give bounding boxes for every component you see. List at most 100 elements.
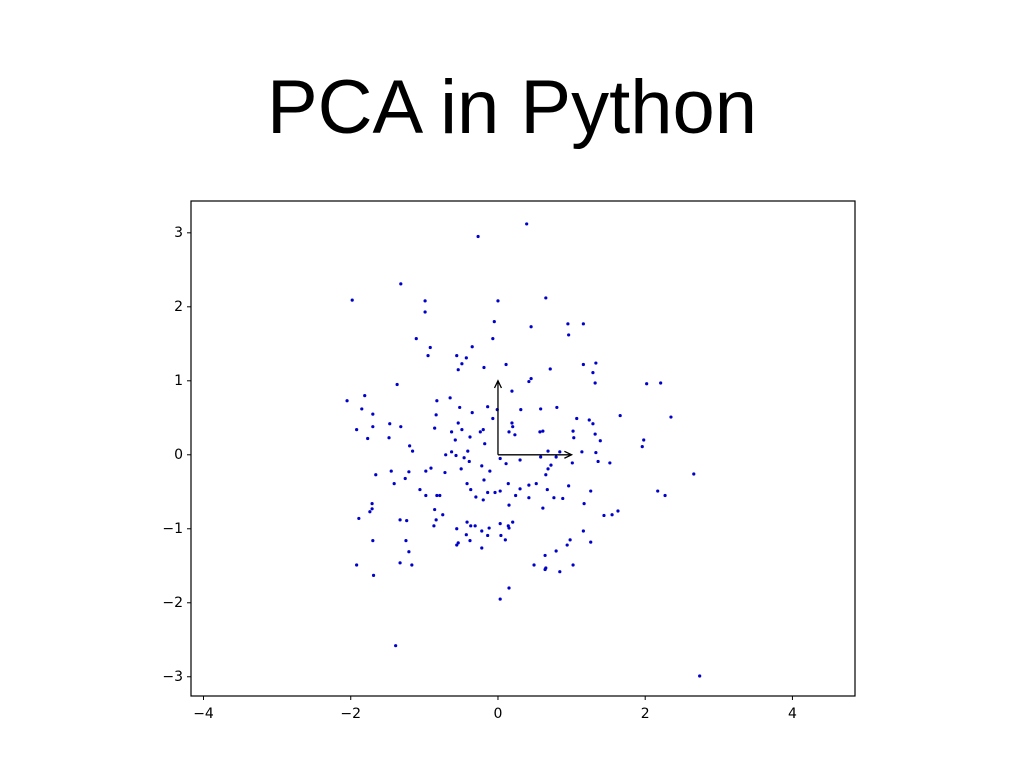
arrow-head (564, 450, 574, 459)
data-point (507, 503, 511, 507)
data-point (486, 533, 490, 538)
data-point (456, 368, 460, 372)
data-point (465, 520, 469, 524)
data-point (692, 472, 696, 476)
data-point (572, 436, 576, 440)
data-point (486, 490, 490, 495)
data-point (476, 234, 480, 239)
data-point (423, 299, 427, 303)
data-point (587, 418, 591, 422)
data-point (544, 296, 548, 300)
data-point (418, 487, 422, 492)
arrow-head (493, 379, 503, 389)
data-point (545, 487, 549, 492)
data-point (554, 549, 558, 553)
data-point (398, 518, 402, 522)
data-point (593, 432, 597, 436)
data-point (482, 365, 486, 370)
data-point (663, 493, 667, 498)
data-point (527, 483, 531, 487)
data-point (525, 222, 529, 226)
data-point (395, 382, 399, 387)
y-tick-label: 3 (174, 225, 183, 241)
data-point (467, 459, 471, 464)
data-point (581, 362, 585, 367)
data-point (596, 459, 600, 464)
data-point (594, 450, 598, 455)
data-point (487, 526, 491, 530)
data-point (407, 550, 411, 554)
plot-frame (190, 200, 856, 697)
data-point (565, 543, 569, 547)
y-tick-label: 1 (174, 373, 183, 389)
data-point (669, 415, 673, 419)
data-point (698, 674, 702, 678)
data-point (659, 381, 663, 385)
data-point (459, 467, 463, 471)
data-point (507, 526, 511, 530)
data-point (435, 399, 439, 403)
data-point (455, 354, 459, 358)
data-point (374, 473, 378, 477)
data-point (435, 493, 439, 498)
data-point (473, 524, 477, 528)
data-point (571, 429, 575, 433)
data-point (610, 513, 614, 517)
data-point (480, 546, 484, 550)
data-point (433, 426, 437, 430)
data-point (511, 520, 515, 524)
plot-area (191, 201, 855, 696)
data-point (460, 362, 464, 366)
data-point (554, 455, 558, 459)
data-point (575, 416, 579, 421)
data-point (602, 513, 606, 518)
data-point (539, 455, 543, 459)
data-point (469, 524, 473, 528)
x-tick-label: −2 (340, 706, 361, 722)
data-point (480, 529, 484, 533)
data-point (468, 539, 472, 543)
data-point (466, 449, 470, 453)
data-point (414, 337, 418, 341)
data-point (510, 421, 514, 425)
data-point (355, 428, 359, 432)
data-point (449, 430, 454, 434)
data-point (423, 310, 427, 314)
data-point (511, 425, 515, 429)
data-point (527, 496, 531, 500)
data-point (464, 356, 468, 360)
data-point (410, 449, 415, 453)
data-point (389, 469, 393, 473)
data-point (555, 405, 559, 410)
data-point (371, 573, 376, 577)
data-point (541, 429, 545, 433)
data-point (598, 439, 602, 443)
data-point (470, 345, 474, 349)
data-point (527, 379, 531, 384)
data-point (462, 456, 466, 460)
data-point (481, 498, 485, 502)
data-point (357, 516, 361, 521)
data-point (566, 322, 570, 326)
data-point (368, 510, 372, 514)
data-point (488, 469, 492, 473)
slide-title: PCA in Python (267, 65, 757, 150)
data-point (350, 298, 354, 302)
data-point (529, 376, 533, 381)
data-point (567, 484, 571, 488)
data-point (594, 361, 598, 365)
data-point (503, 538, 507, 542)
data-point (403, 476, 407, 481)
data-point (544, 473, 548, 477)
data-point (388, 422, 392, 426)
data-point (424, 469, 428, 473)
data-point (593, 381, 597, 385)
y-tick-label: 2 (174, 299, 183, 315)
data-point (618, 413, 622, 418)
data-point (468, 435, 472, 439)
data-point (591, 371, 595, 375)
data-point (496, 299, 500, 303)
data-point (498, 597, 502, 601)
